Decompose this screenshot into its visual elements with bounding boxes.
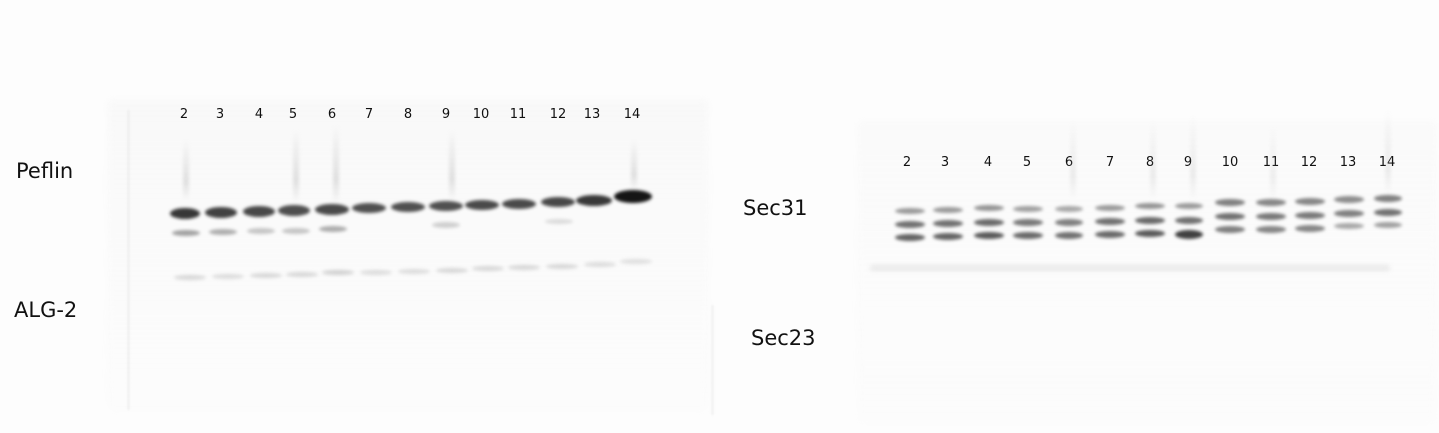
left-lane-number: 9 [441,107,451,122]
alg2-label: ALG-2 [14,298,78,322]
right-lane-number: 5 [1022,155,1032,170]
left-lane-number: 6 [327,107,337,122]
right-lane-number: 14 [1378,155,1396,170]
left-lane-number: 3 [215,107,225,122]
right-lane-number: 12 [1300,155,1318,170]
left-lane-number: 5 [288,107,298,122]
left-lane-number: 14 [623,107,641,122]
right-lane-number: 9 [1183,155,1193,170]
left-lane-number: 4 [254,107,264,122]
sec31-label: Sec31 [743,196,808,220]
right-lane-number: 8 [1145,155,1155,170]
left-blot-membrane [108,100,708,410]
left-lane-number: 2 [179,107,189,122]
right-lane-number: 10 [1221,155,1239,170]
left-lane-number: 13 [583,107,601,122]
right-lane-number: 2 [902,155,912,170]
left-lane-number: 10 [472,107,490,122]
sec23-label: Sec23 [751,326,816,350]
left-lane-number: 7 [364,107,374,122]
left-lane-number: 8 [403,107,413,122]
membrane-edge-mark [712,305,713,415]
right-blot-membrane [858,122,1436,422]
right-lane-number: 11 [1262,155,1280,170]
left-lane-number: 12 [549,107,567,122]
right-lane-number: 3 [940,155,950,170]
left-lane-number: 11 [509,107,527,122]
right-lane-number: 6 [1064,155,1074,170]
right-lane-number: 13 [1339,155,1357,170]
right-lane-number: 7 [1105,155,1115,170]
peflin-label: Peflin [16,159,74,183]
right-lane-number: 4 [983,155,993,170]
